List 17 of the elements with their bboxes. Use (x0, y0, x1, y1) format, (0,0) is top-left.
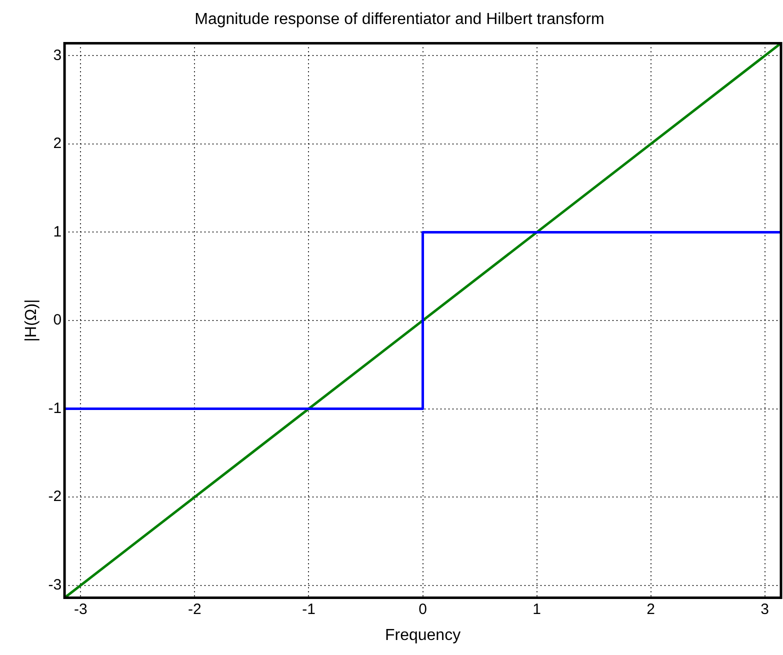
x-axis-title: Frequency (384, 626, 461, 644)
y-axis-title: |H(Ω)| (23, 299, 40, 342)
x-tick-label: -2 (188, 600, 202, 618)
x-tick-label: -3 (74, 600, 88, 618)
y-tick-label: -3 (48, 576, 62, 594)
y-tick-label: -1 (48, 400, 62, 417)
chart-title: Magnitude response of differentiator and Hilbert transform (194, 11, 604, 28)
y-tick-label: 3 (53, 46, 62, 64)
x-tick-label: 2 (646, 600, 655, 618)
x-tick-label: 1 (532, 600, 541, 618)
y-tick-label: -2 (48, 488, 62, 506)
x-tick-label: -1 (302, 600, 316, 618)
y-tick-label: 1 (53, 223, 62, 240)
x-tick-label: 3 (760, 600, 770, 618)
y-tick-label: 0 (53, 312, 62, 329)
y-tick-label: 2 (53, 135, 62, 152)
x-tick-label: 0 (418, 600, 427, 618)
